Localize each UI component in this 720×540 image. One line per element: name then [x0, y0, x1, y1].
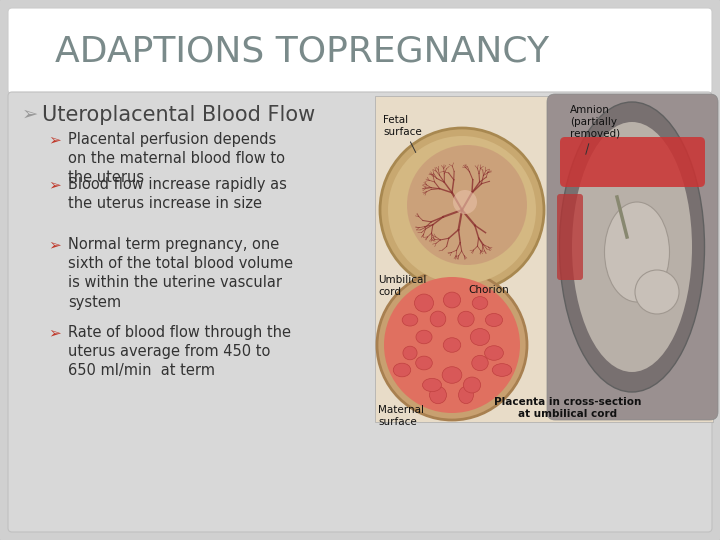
Ellipse shape: [430, 311, 446, 327]
Text: Amnion
(partially
removed): Amnion (partially removed): [570, 105, 620, 154]
FancyBboxPatch shape: [8, 8, 712, 94]
Ellipse shape: [605, 202, 670, 302]
Text: ➢: ➢: [48, 237, 60, 252]
Ellipse shape: [415, 356, 432, 370]
Ellipse shape: [430, 386, 446, 404]
Ellipse shape: [393, 363, 410, 377]
Ellipse shape: [444, 292, 461, 308]
Ellipse shape: [470, 328, 490, 346]
Circle shape: [635, 270, 679, 314]
Text: ➢: ➢: [48, 325, 60, 340]
Circle shape: [384, 277, 520, 413]
Text: Fetal
surface: Fetal surface: [383, 115, 422, 152]
Circle shape: [407, 145, 527, 265]
Text: Placental perfusion depends
on the maternal blood flow to
the uterus: Placental perfusion depends on the mater…: [68, 132, 285, 185]
Circle shape: [377, 270, 527, 420]
Text: ➢: ➢: [22, 105, 38, 124]
FancyBboxPatch shape: [8, 92, 712, 532]
Ellipse shape: [415, 294, 433, 312]
Ellipse shape: [416, 330, 432, 344]
Ellipse shape: [459, 387, 474, 403]
Text: Umbilical
cord: Umbilical cord: [378, 275, 426, 296]
FancyBboxPatch shape: [547, 94, 718, 420]
Ellipse shape: [492, 363, 512, 376]
Text: Rate of blood flow through the
uterus average from 450 to
650 ml/min  at term: Rate of blood flow through the uterus av…: [68, 325, 291, 379]
Text: Placenta in cross-section
at umbilical cord: Placenta in cross-section at umbilical c…: [495, 397, 642, 418]
Ellipse shape: [458, 311, 474, 327]
FancyBboxPatch shape: [560, 137, 705, 187]
Ellipse shape: [402, 314, 418, 326]
Text: ➢: ➢: [48, 132, 60, 147]
Ellipse shape: [559, 102, 704, 392]
Text: Uteroplacental Blood Flow: Uteroplacental Blood Flow: [42, 105, 315, 125]
Text: ADAPTIONS TOPREGNANCY: ADAPTIONS TOPREGNANCY: [55, 34, 549, 68]
Ellipse shape: [403, 346, 417, 360]
Text: ➢: ➢: [48, 177, 60, 192]
Ellipse shape: [423, 379, 441, 392]
FancyBboxPatch shape: [375, 96, 713, 422]
Ellipse shape: [444, 338, 461, 352]
FancyBboxPatch shape: [557, 194, 583, 280]
Ellipse shape: [472, 355, 488, 370]
Circle shape: [453, 190, 477, 214]
Circle shape: [380, 128, 544, 292]
Text: Chorion: Chorion: [468, 285, 509, 295]
Ellipse shape: [485, 346, 503, 360]
Text: Normal term pregnancy, one
sixth of the total blood volume
is within the uterine: Normal term pregnancy, one sixth of the …: [68, 237, 293, 309]
Ellipse shape: [485, 314, 503, 327]
Text: Maternal
surface: Maternal surface: [378, 405, 424, 427]
Ellipse shape: [572, 122, 692, 372]
Ellipse shape: [464, 377, 481, 393]
Ellipse shape: [442, 367, 462, 383]
Ellipse shape: [472, 296, 487, 309]
Circle shape: [388, 136, 536, 284]
Text: Blood flow increase rapidly as
the uterus increase in size: Blood flow increase rapidly as the uteru…: [68, 177, 287, 211]
